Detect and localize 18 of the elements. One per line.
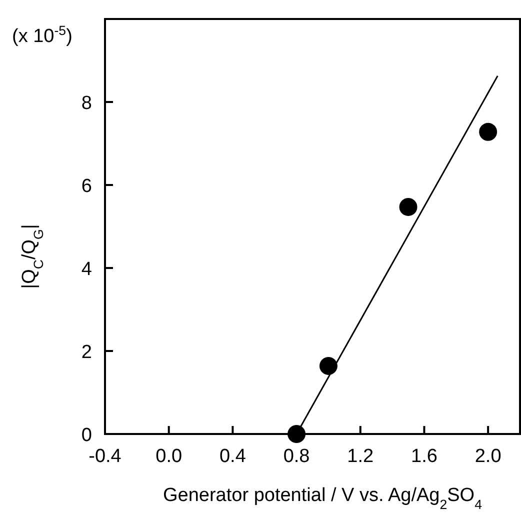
y-tick-label: 0 xyxy=(81,425,92,446)
x-tick-label: 2.0 xyxy=(474,446,502,467)
y-tick-label: 2 xyxy=(81,342,92,363)
y-tick-label: 6 xyxy=(81,176,92,197)
point xyxy=(479,122,498,141)
x-tick-label: 0.4 xyxy=(219,446,246,467)
x-tick-label: 1.6 xyxy=(411,446,438,467)
y-tick-label: 8 xyxy=(81,93,92,114)
x-axis-title: Generator potential / V vs. Ag/Ag$_{2}$SO$_{4}$ xyxy=(163,485,482,512)
point xyxy=(288,425,306,443)
x-tick-label: -0.4 xyxy=(88,446,122,467)
y-tick-label: 4 xyxy=(81,259,92,280)
point xyxy=(319,356,338,375)
x-tick-label: 1.2 xyxy=(347,446,374,467)
x-tick-label: 0.0 xyxy=(156,446,182,467)
text: (x 10$^{-5}$) xyxy=(12,22,72,47)
point xyxy=(399,198,418,216)
x-tick-label: 0.8 xyxy=(283,446,310,467)
